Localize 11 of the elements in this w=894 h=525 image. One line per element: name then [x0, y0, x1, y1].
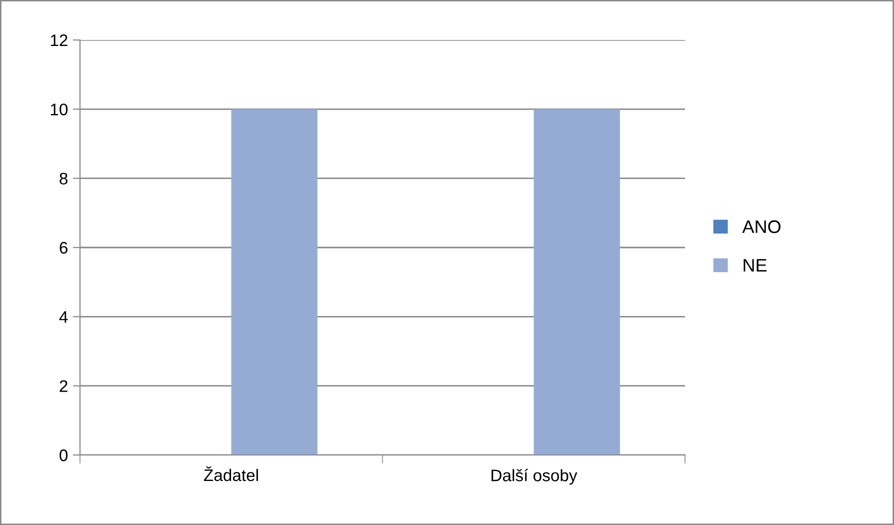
y-tick-label: 0	[60, 449, 68, 462]
y-tick-label: 2	[60, 380, 68, 392]
y-tick-label: 8	[60, 172, 68, 185]
y-tick-label: 12	[50, 34, 68, 46]
legend-label: ANO	[742, 220, 780, 234]
legend-label: NE	[744, 259, 767, 272]
y-tick-label: 4	[59, 311, 68, 323]
x-tick-label: Další osoby	[492, 468, 578, 485]
x-tick-label: Žadatel	[204, 466, 258, 482]
y-tick-label: 10	[50, 104, 68, 116]
y-tick-label: 6	[60, 242, 68, 254]
